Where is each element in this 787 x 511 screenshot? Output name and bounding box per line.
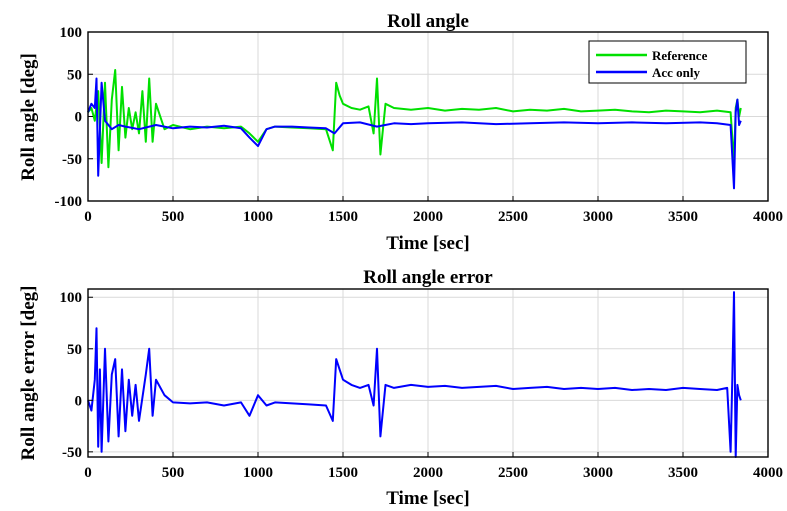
legend: Reference Acc only (588, 40, 747, 84)
x-tick-label: 3500 (668, 465, 698, 481)
y-tick-label: 0 (75, 110, 83, 126)
x-tick-label: 1500 (328, 465, 358, 481)
series-acc-only (87, 77, 742, 190)
x-tick-label: 500 (162, 465, 185, 481)
legend-box (588, 40, 747, 84)
y-tick-label: -50 (62, 152, 82, 168)
y-tick-label: 50 (67, 67, 82, 83)
legend-label-reference: Reference (652, 48, 708, 63)
y-axis-label: Roll angle [deg] (18, 53, 39, 181)
roll-angle-chart: Roll angle Roll angle [deg] Time [sec] 0… (18, 11, 783, 254)
y-tick-label: 50 (67, 342, 82, 358)
y-axis-label: Roll angle error [deg] (18, 285, 39, 460)
x-tick-label: 0 (84, 209, 92, 225)
x-tick-label: 4000 (753, 209, 783, 225)
x-tick-label: 1000 (243, 209, 273, 225)
x-tick-label: 2000 (413, 465, 443, 481)
x-tick-label: 1500 (328, 209, 358, 225)
series-reference (87, 69, 742, 169)
y-tick-label: 100 (60, 25, 83, 41)
series-0 (87, 291, 742, 458)
legend-label-acc-only: Acc only (652, 65, 701, 80)
chart-title: Roll angle error (363, 267, 493, 288)
x-tick-label: 0 (84, 465, 92, 481)
y-tick-label: 100 (60, 290, 83, 306)
y-tick-label: -100 (55, 194, 83, 210)
x-tick-label: 1000 (243, 465, 273, 481)
x-tick-label: 2000 (413, 209, 443, 225)
x-tick-label: 500 (162, 209, 185, 225)
y-tick-label: 0 (75, 393, 83, 409)
chart-title: Roll angle (387, 11, 469, 32)
x-tick-label: 3000 (583, 209, 613, 225)
x-tick-label: 2500 (498, 209, 528, 225)
x-tick-label: 2500 (498, 465, 528, 481)
x-axis-label: Time [sec] (386, 488, 470, 509)
x-tick-label: 3000 (583, 465, 613, 481)
x-axis-label: Time [sec] (386, 233, 470, 254)
roll-angle-error-chart: Roll angle error Roll angle error [deg] … (18, 267, 783, 509)
x-tick-label: 3500 (668, 209, 698, 225)
x-tick-label: 4000 (753, 465, 783, 481)
y-tick-label: -50 (62, 445, 82, 461)
